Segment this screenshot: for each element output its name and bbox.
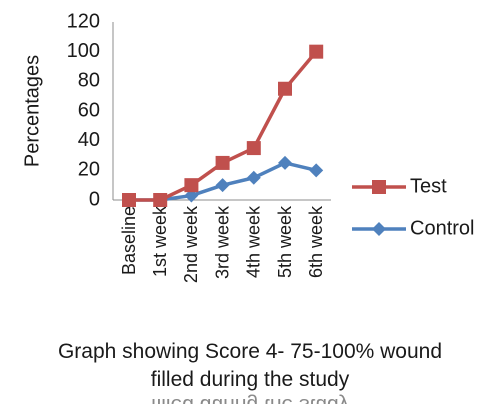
x-tick-label: Baseline bbox=[119, 206, 139, 275]
y-tick-label: 100 bbox=[67, 40, 100, 62]
y-tick-label: 120 bbox=[67, 10, 100, 32]
series-test bbox=[122, 44, 324, 207]
data-point-control bbox=[309, 163, 324, 178]
legend-label: Test bbox=[410, 175, 447, 197]
x-tick-labels: Baseline 1st week 2nd week 3rd week 4th week… bbox=[119, 205, 326, 283]
chart-caption-line-1: Graph showing Score 4- 75-100% wound bbox=[57, 340, 443, 363]
y-tick-labels: 0 20 40 60 80 100 120 bbox=[67, 10, 100, 210]
y-tick-label: 80 bbox=[78, 70, 100, 92]
legend-label: Control bbox=[410, 217, 474, 239]
chart-caption-line-2: filled during the study bbox=[150, 368, 350, 391]
x-tick-label: 3rd week bbox=[212, 205, 232, 279]
legend-item-test: Test bbox=[352, 175, 447, 197]
series-line-test bbox=[129, 50, 318, 202]
data-point-test bbox=[246, 141, 261, 156]
data-point-test bbox=[122, 193, 136, 207]
data-point-test bbox=[309, 44, 324, 59]
y-tick-label: 60 bbox=[78, 99, 100, 121]
legend-marker bbox=[372, 222, 386, 236]
data-point-test bbox=[215, 155, 230, 170]
legend-marker bbox=[372, 180, 386, 194]
x-tick-label: 4th week bbox=[244, 205, 264, 278]
x-tick-label: 1st week bbox=[150, 205, 170, 277]
x-tick-label: 5th week bbox=[275, 205, 295, 278]
data-point-control bbox=[278, 155, 292, 170]
x-tick-label: 2nd week bbox=[181, 205, 201, 283]
data-point-test bbox=[278, 81, 292, 96]
legend: Test Control bbox=[352, 175, 474, 239]
x-tick-label: 6th week bbox=[306, 205, 326, 278]
data-point-control bbox=[215, 178, 230, 193]
data-point-test bbox=[153, 193, 168, 207]
line-chart: 0 20 40 60 80 100 120 Baseline 1st week 2nd week… bbox=[21, 10, 474, 283]
y-tick-label: 40 bbox=[78, 129, 100, 151]
mirrored-caption-fragment: filled during the study bbox=[0, 394, 500, 404]
legend-item-control: Control bbox=[352, 217, 474, 239]
data-point-control bbox=[246, 170, 261, 185]
y-tick-label: 20 bbox=[78, 159, 100, 181]
y-axis-title: Percentages bbox=[21, 55, 43, 167]
y-tick-label: 0 bbox=[89, 188, 100, 210]
data-point-test bbox=[184, 178, 199, 193]
series-layer bbox=[122, 44, 324, 207]
